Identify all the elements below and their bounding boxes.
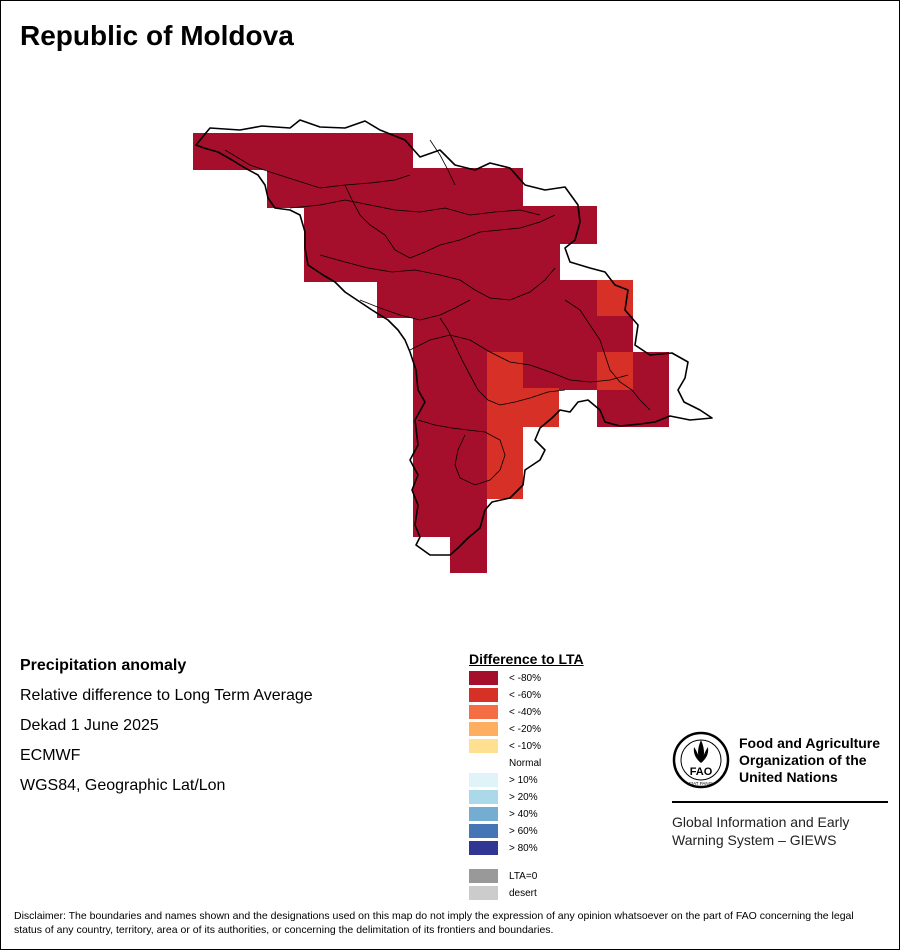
legend-item: > 10% bbox=[469, 773, 538, 787]
legend-label: Normal bbox=[509, 757, 542, 769]
grid-cell bbox=[597, 352, 633, 390]
org-name: Food and Agriculture Organization of the… bbox=[739, 735, 880, 786]
legend-swatch bbox=[469, 739, 498, 753]
disclaimer: Disclaimer: The boundaries and names sho… bbox=[14, 910, 854, 936]
grid-cell bbox=[487, 352, 523, 390]
legend-swatch bbox=[469, 705, 498, 719]
legend-swatch bbox=[469, 807, 498, 821]
legend-swatch bbox=[469, 756, 498, 770]
legend: Difference to LTA < -80% < -60% < -40% < -2… bbox=[469, 651, 584, 900]
grid-cell bbox=[193, 133, 413, 170]
legend-label: < -80% bbox=[509, 672, 541, 684]
legend-swatch bbox=[469, 824, 498, 838]
logo-text: FAO bbox=[690, 766, 713, 778]
legend-item: < -80% bbox=[469, 671, 541, 685]
legend-swatch bbox=[469, 869, 498, 883]
legend-label: > 40% bbox=[509, 808, 538, 820]
legend-item: > 40% bbox=[469, 807, 538, 821]
legend-label: < -20% bbox=[509, 723, 541, 735]
grid-cell bbox=[487, 388, 559, 427]
legend-swatch bbox=[469, 688, 498, 702]
legend-label: < -60% bbox=[509, 689, 541, 701]
legend-item: Normal bbox=[469, 756, 541, 770]
logo-motto: FIAT PANIS bbox=[689, 781, 713, 786]
org-name-line2: Organization of the bbox=[739, 752, 867, 768]
grid-cell bbox=[413, 316, 633, 354]
legend-item: LTA=0 bbox=[469, 869, 537, 883]
admin-boundaries bbox=[224, 139, 651, 486]
info-period: Dekad 1 June 2025 bbox=[20, 717, 159, 734]
grid-cell bbox=[523, 352, 598, 390]
grid-cell bbox=[413, 520, 487, 537]
grid-cell bbox=[450, 535, 487, 573]
legend-label: desert bbox=[509, 887, 537, 899]
legend-item: < -10% bbox=[469, 739, 541, 753]
giews-line2: Warning System – GIEWS bbox=[672, 832, 837, 848]
grid-cell bbox=[267, 168, 523, 208]
grid-cell bbox=[304, 242, 560, 282]
legend-item: desert bbox=[469, 886, 537, 900]
legend-label: > 80% bbox=[509, 842, 538, 854]
legend-title: Difference to LTA bbox=[469, 651, 584, 667]
legend-swatch bbox=[469, 841, 498, 855]
legend-label: LTA=0 bbox=[509, 870, 538, 882]
anomaly-map bbox=[193, 119, 713, 573]
grid-cell bbox=[413, 352, 487, 522]
legend-swatch bbox=[469, 790, 498, 804]
legend-label: < -10% bbox=[509, 740, 541, 752]
grid-cell bbox=[304, 206, 597, 244]
legend-item: > 60% bbox=[469, 824, 538, 838]
legend-item: < -40% bbox=[469, 705, 541, 719]
legend-swatch bbox=[469, 773, 498, 787]
org-name-line1: Food and Agriculture bbox=[739, 735, 881, 751]
info-source: ECMWF bbox=[20, 747, 81, 764]
legend-item: < -20% bbox=[469, 722, 541, 736]
org-divider bbox=[672, 801, 888, 803]
legend-label: > 60% bbox=[509, 825, 538, 837]
legend-swatch bbox=[469, 886, 498, 900]
anomaly-grid bbox=[193, 133, 669, 573]
giews-label: Global Information and Early Warning Sys… bbox=[672, 813, 849, 849]
legend-label: > 10% bbox=[509, 774, 538, 786]
legend-item: > 80% bbox=[469, 841, 538, 855]
legend-swatch bbox=[469, 722, 498, 736]
legend-swatch bbox=[469, 671, 498, 685]
country-border bbox=[195, 119, 713, 556]
map-info: Precipitation anomaly Relative differenc… bbox=[20, 656, 313, 806]
grid-cell bbox=[487, 425, 523, 499]
org-name-line3: United Nations bbox=[739, 769, 838, 785]
info-heading: Precipitation anomaly bbox=[20, 657, 187, 674]
legend-label: < -40% bbox=[509, 706, 541, 718]
legend-item: < -60% bbox=[469, 688, 541, 702]
legend-label: > 20% bbox=[509, 791, 538, 803]
fao-logo-icon: FAO FIAT PANIS bbox=[672, 731, 730, 789]
grid-cell bbox=[377, 280, 597, 318]
giews-line1: Global Information and Early bbox=[672, 814, 850, 830]
info-subtitle: Relative difference to Long Term Average bbox=[20, 687, 313, 704]
info-projection: WGS84, Geographic Lat/Lon bbox=[20, 777, 226, 794]
grid-cell bbox=[633, 352, 669, 390]
legend-item: > 20% bbox=[469, 790, 538, 804]
map-title: Republic of Moldova bbox=[20, 20, 294, 51]
